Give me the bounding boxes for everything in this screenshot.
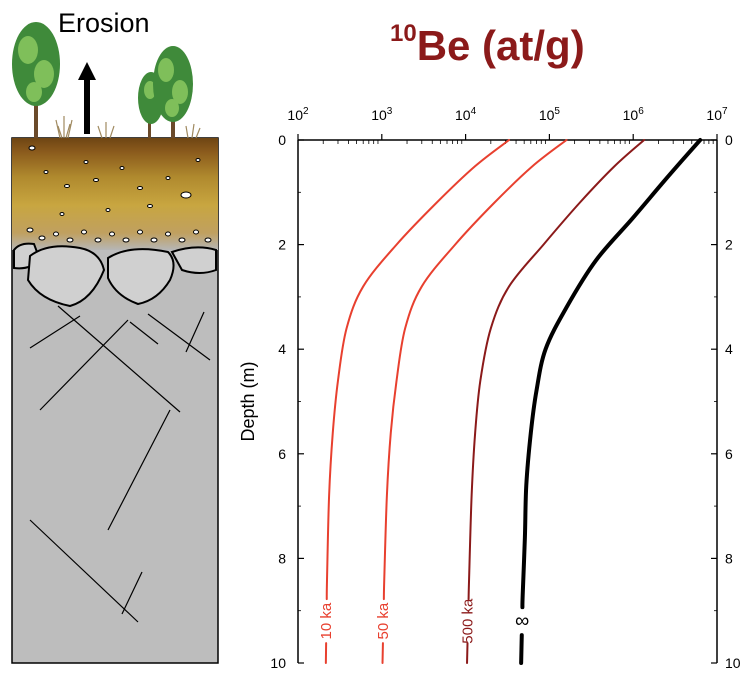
y-tick-label-right: 6 [725,446,733,462]
x-tick-label: 102 [287,106,309,123]
y-tick-label-right: 2 [725,237,733,253]
series-line-3-lower [521,635,522,663]
series-label-3: ∞ [515,610,529,632]
y-tick-label-left: 10 [270,655,286,671]
series-line-2 [469,140,645,599]
y-tick-label-right: 10 [725,655,741,671]
chart-svg: 102 103 104 105 106 107 0 0 2 2 4 4 6 6 8 8 10 10 Depth (m… [230,0,749,673]
y-tick-label-right: 0 [725,132,733,148]
series-line-3 [522,140,700,607]
x-tick-label: 103 [371,106,393,123]
x-tick-label: 107 [706,106,728,123]
series-label-0: 10 ka [318,602,335,639]
series-label-2: 500 ka [460,598,477,644]
y-tick-label-right: 4 [725,341,733,357]
x-tick-label: 104 [455,106,477,123]
y-tick-label-left: 4 [278,341,286,357]
soil-profile-illustration: Erosion [0,0,230,673]
chart-title: 10Be (at/g) [390,20,585,70]
erosion-arrow [78,62,96,134]
x-tick-label: 105 [539,106,561,123]
soil-profile-drawing [0,0,230,673]
chart-title-text: Be (at/g) [417,22,585,69]
y-axis-label: Depth (m) [238,361,258,441]
y-tick-label-right: 8 [725,550,733,566]
y-tick-label-left: 6 [278,446,286,462]
y-tick-label-left: 0 [278,132,286,148]
erosion-label: Erosion [58,8,150,39]
chart-title-superscript: 10 [390,20,417,47]
trees [12,22,193,138]
y-tick-label-left: 8 [278,550,286,566]
x-tick-label: 106 [623,106,645,123]
y-tick-label-left: 2 [278,237,286,253]
series-label-1: 50 ka [375,602,392,639]
